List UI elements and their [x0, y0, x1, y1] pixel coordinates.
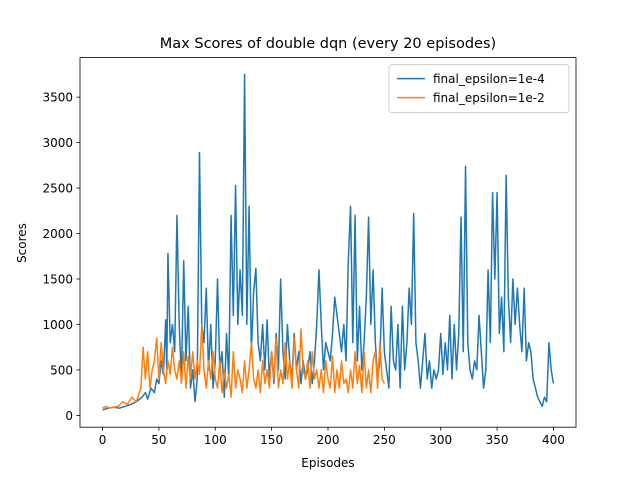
y-tick-label: 1000: [42, 318, 73, 332]
y-tick-label: 1500: [42, 272, 73, 286]
x-tick-label: 100: [204, 433, 227, 447]
y-tick-label: 2000: [42, 227, 73, 241]
x-tick-label: 300: [429, 433, 452, 447]
line-series: [102, 323, 386, 409]
x-axis-label: Episodes: [301, 456, 354, 470]
x-tick-label: 0: [99, 433, 107, 447]
x-tick-label: 200: [317, 433, 340, 447]
x-tick-label: 150: [260, 433, 283, 447]
y-tick-label: 500: [50, 363, 73, 377]
y-tick-label: 3000: [42, 136, 73, 150]
legend-label: final_epsilon=1e-4: [433, 72, 545, 86]
x-tick-label: 350: [486, 433, 509, 447]
y-tick-label: 2500: [42, 182, 73, 196]
y-axis-label: Scores: [15, 223, 29, 263]
legend-box: [388, 64, 570, 114]
x-tick-label: 50: [151, 433, 166, 447]
x-tick-label: 400: [542, 433, 565, 447]
y-tick-label: 3500: [42, 91, 73, 105]
y-tick-label: 0: [65, 409, 73, 423]
plot-frame: [79, 57, 577, 428]
line-series: [102, 73, 555, 411]
chart-title: Max Scores of double dqn (every 20 episo…: [160, 36, 496, 52]
x-tick-label: 250: [373, 433, 396, 447]
legend-label: final_epsilon=1e-2: [433, 91, 545, 105]
